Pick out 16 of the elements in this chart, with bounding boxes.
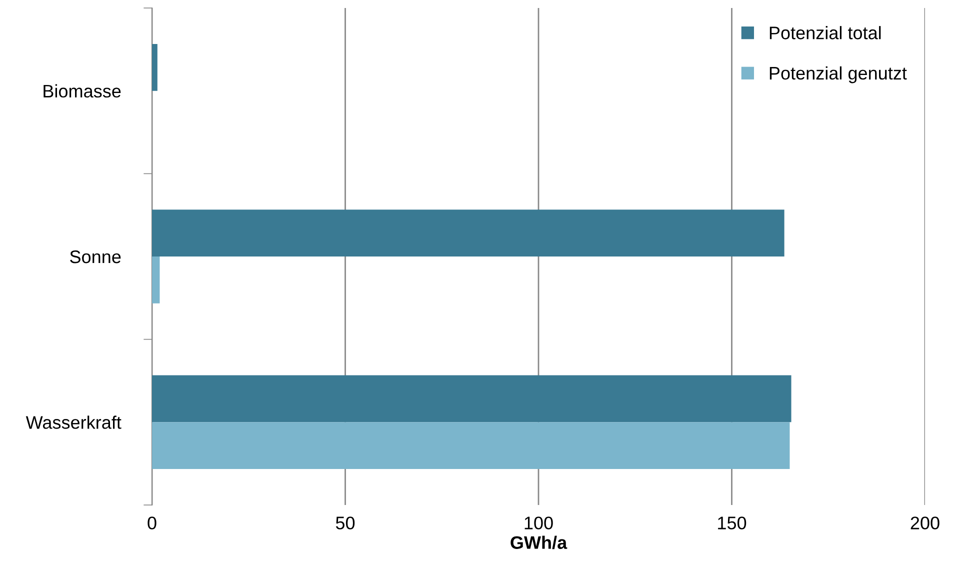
x-axis-title: GWh/a: [510, 536, 568, 550]
y-tick-label: Sonne: [70, 250, 121, 264]
x-tick-label: 200: [910, 516, 940, 530]
bar: [152, 375, 792, 422]
bar: [152, 210, 784, 256]
y-tick-label: Wasserkraft: [26, 416, 122, 429]
x-tick-label: 0: [148, 516, 156, 530]
bar: [152, 44, 158, 91]
x-tick-label: 100: [524, 516, 553, 530]
x-tick-label: 50: [336, 516, 355, 530]
bar: [152, 256, 160, 304]
legend-label: Potenzial genutzt: [770, 66, 907, 84]
bar: [152, 422, 790, 470]
y-tick-label: Biomasse: [44, 84, 121, 98]
x-tick-label: 150: [718, 516, 746, 530]
legend-label: Potenzial total: [770, 26, 881, 40]
